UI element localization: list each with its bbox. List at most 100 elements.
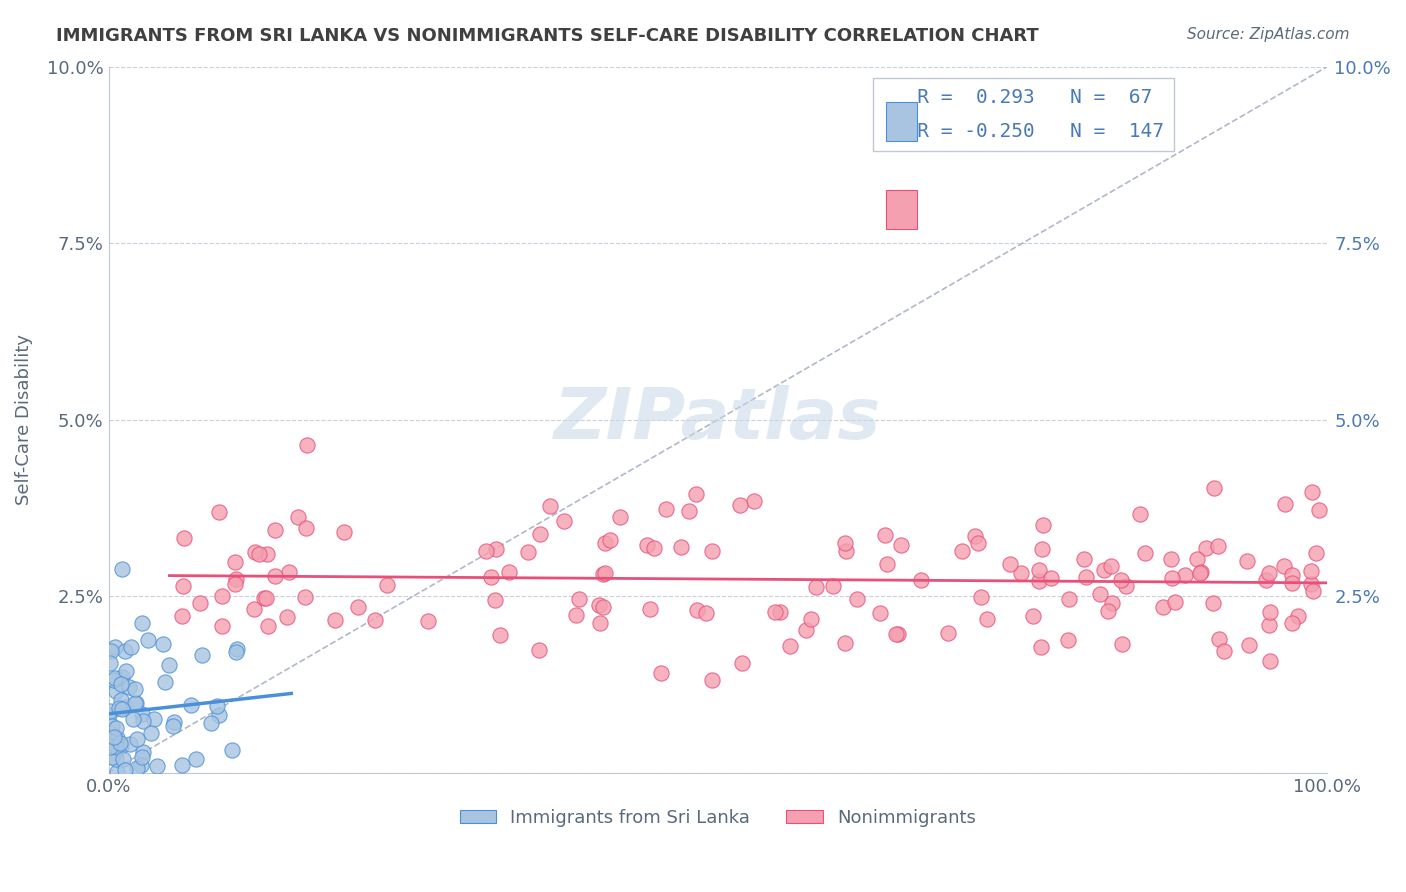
Point [108,700,131,714]
Point [105,731,128,746]
Text: IMMIGRANTS FROM SRI LANKA VS NONIMMIGRANTS SELF-CARE DISABILITY CORRELATION CHAR: IMMIGRANTS FROM SRI LANKA VS NONIMMIGRAN… [56,27,1039,45]
Point [998,557,1021,571]
Point [589,615,612,630]
Point [170,608,193,623]
Point [1301,484,1323,499]
Point [1202,596,1225,610]
Y-axis label: Self-Care Disability: Self-Care Disability [15,334,32,505]
Point [418,614,440,628]
Point [800,612,823,626]
Point [114,644,136,658]
Point [207,708,229,723]
Point [731,656,754,670]
Point [655,502,678,516]
Point [588,598,610,612]
Point [950,544,973,558]
Point [131,616,153,631]
Point [1204,481,1226,495]
Point [592,600,614,615]
Point [277,565,299,579]
Point [1115,578,1137,592]
Point [98,707,121,722]
Point [131,758,153,772]
Point [295,437,318,451]
Point [728,499,751,513]
Point [139,725,162,739]
Point [207,698,229,713]
Point [669,540,692,554]
Point [256,547,278,561]
Point [1189,565,1212,579]
Point [101,750,124,764]
Text: ZIPatlas: ZIPatlas [554,385,882,454]
Point [685,487,707,501]
Point [643,541,665,555]
Point [173,531,195,545]
Point [1101,596,1123,610]
Point [346,600,368,615]
Point [700,543,723,558]
Legend: Immigrants from Sri Lanka, Nonimmigrants: Immigrants from Sri Lanka, Nonimmigrants [453,802,983,834]
Point [145,759,167,773]
Point [103,673,125,687]
Point [1160,552,1182,566]
Point [104,684,127,698]
Point [98,739,121,754]
Point [1189,566,1212,580]
Point [568,592,591,607]
Point [131,714,153,728]
Point [104,672,127,686]
Point [650,665,672,680]
Point [253,591,276,606]
Point [1281,568,1303,582]
Point [287,510,309,524]
Point [110,739,132,753]
Point [131,707,153,722]
Point [104,739,127,754]
FancyBboxPatch shape [886,190,917,229]
Point [910,574,932,588]
Point [1057,633,1080,648]
Point [323,613,346,627]
Point [835,544,858,558]
Point [1074,570,1097,584]
Point [884,627,907,641]
Point [1236,554,1258,568]
Point [1152,599,1174,614]
Point [100,643,122,657]
Point [332,525,354,540]
Point [153,674,176,689]
Point [125,696,148,710]
Point [104,752,127,766]
Point [966,536,988,550]
Point [876,557,898,571]
Point [1286,609,1309,624]
Point [686,603,709,617]
Point [105,765,128,780]
Point [124,696,146,710]
Point [142,712,165,726]
Point [111,669,134,683]
Point [593,536,616,550]
Point [105,722,128,736]
Point [1099,558,1122,573]
Point [1258,618,1281,632]
Point [1111,637,1133,651]
Point [375,578,398,592]
Point [264,569,287,583]
Point [98,704,121,718]
Point [592,566,614,581]
Point [834,636,856,650]
Point [122,712,145,726]
Point [120,640,142,654]
Point [1040,571,1063,585]
Point [1213,644,1236,658]
Point [970,591,993,605]
Point [254,591,277,605]
Point [529,526,551,541]
Point [208,505,231,519]
Point [484,593,506,607]
Point [114,699,136,714]
Point [118,680,141,694]
Point [869,607,891,621]
